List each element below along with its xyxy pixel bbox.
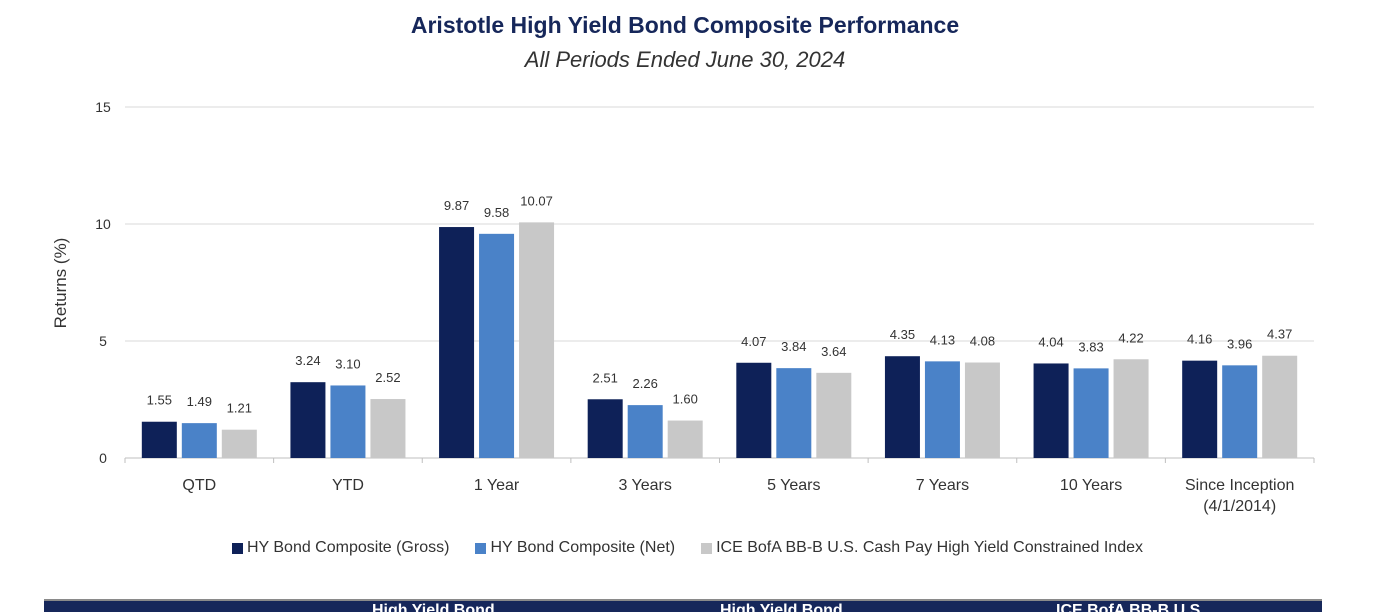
x-category-label: YTD: [332, 477, 364, 494]
bar-index: [370, 399, 406, 458]
bar-net: [924, 361, 960, 458]
legend-label-gross: HY Bond Composite (Gross): [246, 539, 450, 556]
value-label: 1.60: [673, 392, 698, 407]
x-category-label: 3 Years: [618, 477, 671, 494]
bar-index: [667, 420, 703, 458]
chart-title: Aristotle High Yield Bond Composite Perf…: [410, 12, 960, 38]
chart-subtitle: All Periods Ended June 30, 2024: [524, 47, 846, 72]
legend-swatch-net: [475, 542, 487, 554]
legend-swatch-gross: [231, 542, 243, 554]
bar-index: [1262, 355, 1298, 458]
legend-label-net: HY Bond Composite (Net): [490, 539, 676, 556]
value-label: 4.22: [1118, 330, 1143, 345]
value-label: 3.64: [821, 344, 846, 359]
chart-legend: HY Bond Composite (Gross) HY Bond Compos…: [0, 539, 1375, 557]
y-tick-label: 10: [95, 216, 111, 232]
value-label: 3.84: [781, 339, 806, 354]
value-label: 9.87: [444, 198, 469, 213]
value-label: 4.07: [741, 334, 766, 349]
x-category-label: 1 Year: [474, 477, 520, 494]
x-category-label: Since Inception: [1185, 477, 1294, 494]
value-label: 3.83: [1078, 339, 1103, 354]
value-label: 2.26: [633, 376, 658, 391]
bar-index: [221, 429, 257, 458]
table-header-gross: High Yield Bond: [372, 602, 495, 612]
bar-gross: [141, 421, 177, 458]
value-label: 1.55: [147, 393, 172, 408]
legend-swatch-index: [701, 542, 713, 554]
bar-index: [1113, 359, 1149, 458]
table-header-index: ICE BofA BB-B U.S.: [1056, 602, 1205, 612]
value-label: 1.49: [187, 394, 212, 409]
bar-index: [519, 222, 555, 458]
value-label: 1.21: [227, 401, 252, 416]
bar-net: [776, 368, 812, 458]
legend-item-index: ICE BofA BB-B U.S. Cash Pay High Yield C…: [701, 539, 1143, 557]
value-label: 4.35: [890, 327, 915, 342]
legend-item-gross: HY Bond Composite (Gross): [231, 539, 450, 557]
bar-gross: [290, 382, 326, 458]
y-tick-label: 0: [99, 450, 107, 466]
bar-net: [181, 423, 217, 458]
bar-gross: [1182, 360, 1218, 458]
legend-label-index: ICE BofA BB-B U.S. Cash Pay High Yield C…: [716, 539, 1143, 556]
bar-gross: [736, 362, 772, 458]
x-category-label: 5 Years: [767, 477, 820, 494]
x-category-label: 10 Years: [1060, 477, 1122, 494]
bar-net: [479, 233, 515, 458]
bar-net: [1073, 368, 1109, 458]
bar-index: [816, 372, 852, 458]
y-tick-label: 15: [95, 99, 111, 115]
bar-gross: [587, 399, 623, 458]
value-label: 9.58: [484, 205, 509, 220]
value-label: 4.04: [1038, 334, 1063, 349]
value-label: 4.37: [1267, 327, 1292, 342]
value-label: 4.08: [970, 334, 995, 349]
value-label: 10.07: [520, 193, 553, 208]
bar-net: [330, 385, 366, 458]
value-label: 4.13: [930, 332, 955, 347]
x-category-label: 7 Years: [916, 477, 969, 494]
bar-chart: 0 5 10 15 Returns (%) 1.55 1.49 1.21 QTD 3.24 3.10…: [51, 99, 1315, 515]
value-label: 2.52: [375, 370, 400, 385]
x-category-label: QTD: [182, 477, 216, 494]
legend-item-net: HY Bond Composite (Net): [475, 539, 675, 557]
performance-table-header: High Yield Bond High Yield Bond ICE BofA…: [44, 599, 1322, 612]
value-label: 3.10: [335, 356, 360, 371]
x-category-label: (4/1/2014): [1203, 498, 1276, 515]
value-label: 3.96: [1227, 336, 1252, 351]
value-label: 4.16: [1187, 332, 1212, 347]
bar-index: [964, 362, 1000, 458]
y-tick-label: 5: [99, 333, 107, 349]
table-header-net: High Yield Bond: [720, 602, 843, 612]
bar-net: [1222, 365, 1258, 458]
bar-gross: [1033, 363, 1069, 458]
bar-gross: [439, 227, 475, 458]
value-label: 3.24: [295, 353, 320, 368]
bar-gross: [884, 356, 920, 458]
y-axis-title: Returns (%): [51, 238, 70, 329]
bar-net: [627, 405, 663, 458]
value-label: 2.51: [593, 370, 618, 385]
